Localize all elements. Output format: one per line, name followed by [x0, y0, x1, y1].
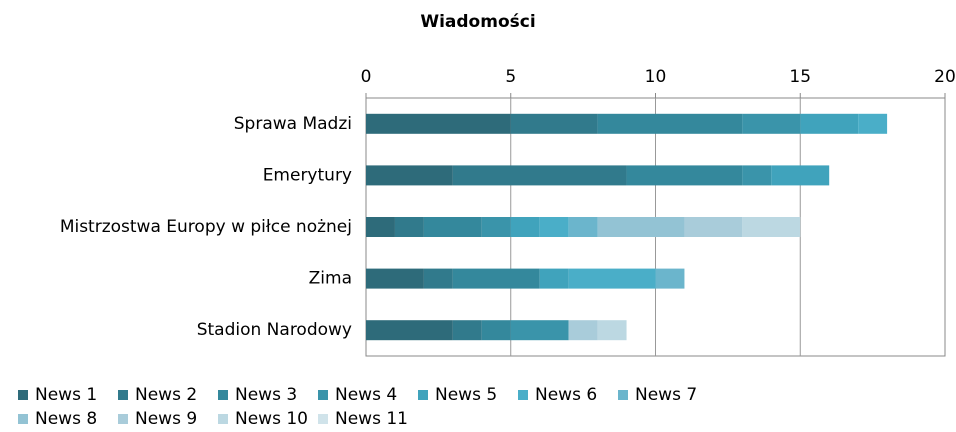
x-tick-label: 10	[645, 67, 667, 87]
bar-segment	[597, 217, 685, 237]
bar-segment	[858, 113, 888, 134]
bar-segment	[655, 268, 685, 289]
y-tick-label: Stadion Narodowy	[197, 320, 352, 340]
bar-segment	[394, 217, 424, 237]
legend-swatch	[218, 414, 228, 424]
x-tick-label: 15	[789, 67, 811, 87]
bar-segment	[568, 320, 598, 341]
bar-segment	[366, 217, 395, 237]
legend-swatch	[18, 414, 28, 424]
legend-label: News 6	[535, 385, 597, 405]
bar-segment	[510, 113, 598, 134]
bar-segment	[423, 268, 453, 289]
legend-swatch	[418, 390, 428, 400]
bar-segment	[452, 268, 540, 289]
legend-swatch	[518, 390, 528, 400]
bar-segment	[742, 217, 801, 237]
y-tick-label: Mistrzostwa Europy w piłce nożnej	[60, 217, 352, 237]
legend-label: News 1	[35, 385, 97, 405]
legend-swatch	[118, 414, 128, 424]
bar-segment	[597, 320, 627, 341]
y-tick-label: Zima	[309, 269, 352, 289]
bar-segment	[366, 268, 424, 289]
legend-label: News 3	[235, 385, 297, 405]
bar-segment	[539, 217, 569, 237]
y-tick-label: Sprawa Madzi	[234, 114, 352, 134]
bar-segment	[452, 320, 482, 341]
bar-segment	[539, 268, 569, 289]
bar-segment	[742, 113, 801, 134]
x-tick-label: 5	[505, 67, 516, 87]
bar-segment	[510, 217, 540, 237]
legend-label: News 11	[335, 409, 408, 428]
x-tick-label: 20	[934, 67, 956, 87]
legend-swatch	[18, 390, 28, 400]
chart-title: Wiadomości	[420, 12, 535, 32]
legend-swatch	[118, 390, 128, 400]
legend-swatch	[218, 390, 228, 400]
legend-label: News 2	[135, 385, 197, 405]
legend-label: News 10	[235, 409, 308, 428]
bar-segment	[366, 320, 453, 341]
bar-segment	[684, 217, 743, 237]
bar-segment	[481, 320, 511, 341]
bar-segment	[800, 113, 859, 134]
bar-segment	[366, 113, 511, 134]
bar-segment	[452, 165, 627, 186]
bar-segment	[568, 268, 656, 289]
legend-label: News 7	[635, 385, 697, 405]
legend-swatch	[318, 414, 328, 424]
x-tick-label: 0	[361, 67, 372, 87]
y-tick-label: Emerytury	[263, 165, 352, 185]
bar-segment	[742, 165, 772, 186]
bar-segment	[366, 165, 453, 186]
bar-segment	[626, 165, 743, 186]
legend-swatch	[618, 390, 628, 400]
bar-segment	[597, 113, 743, 134]
bar-segment	[510, 320, 569, 341]
legend-label: News 4	[335, 385, 397, 405]
bar-segment	[771, 165, 830, 186]
bar-segment	[423, 217, 482, 237]
legend-label: News 5	[435, 385, 497, 405]
bar-segment	[568, 217, 598, 237]
legend-label: News 8	[35, 409, 97, 428]
legend-swatch	[318, 390, 328, 400]
bar-segment	[481, 217, 511, 237]
legend-label: News 9	[135, 409, 197, 428]
